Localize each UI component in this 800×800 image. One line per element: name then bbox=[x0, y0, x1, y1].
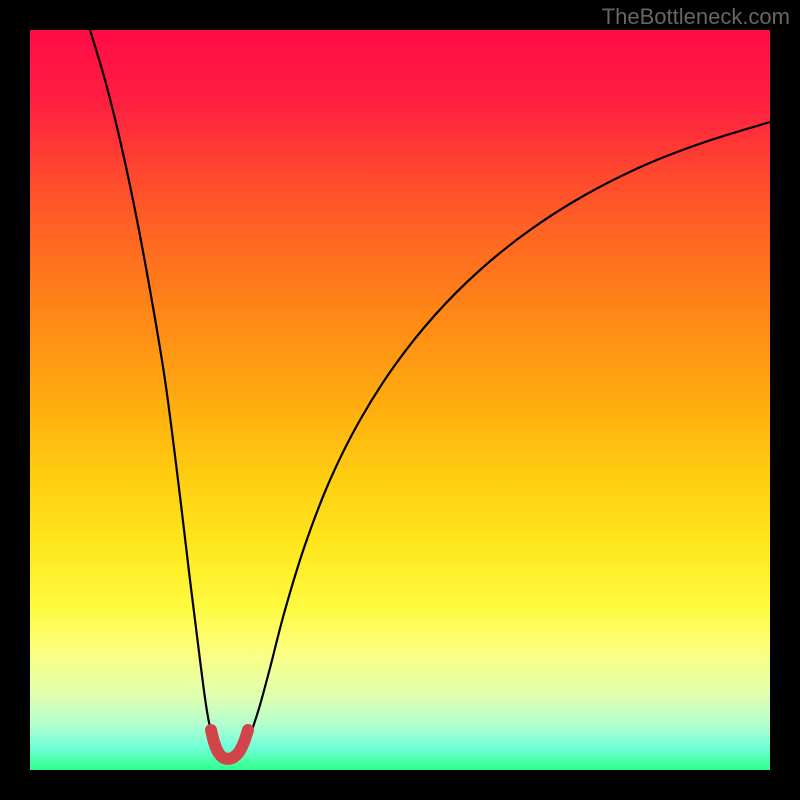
bottleneck-chart bbox=[0, 0, 800, 800]
gradient-background bbox=[30, 30, 770, 770]
plot-area bbox=[30, 30, 770, 770]
watermark-text: TheBottleneck.com bbox=[602, 4, 790, 30]
chart-container: TheBottleneck.com bbox=[0, 0, 800, 800]
